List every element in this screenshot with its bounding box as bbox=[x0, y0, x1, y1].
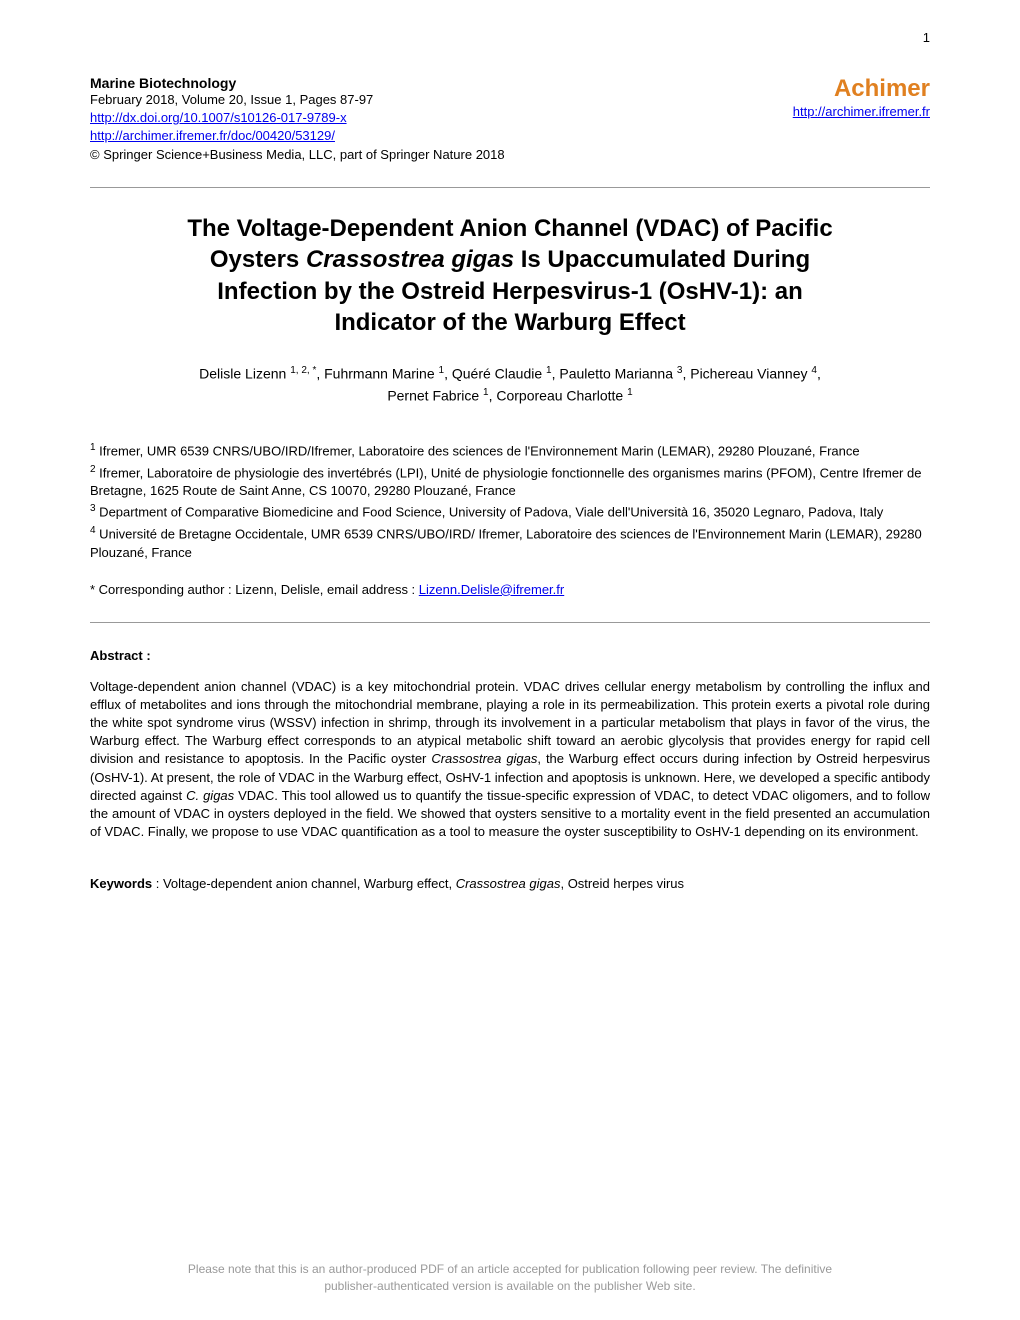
author-1f: , bbox=[817, 366, 821, 382]
author-1: Delisle Lizenn bbox=[199, 366, 290, 382]
affiliation-1: 1 Ifremer, UMR 6539 CNRS/UBO/IRD/Ifremer… bbox=[90, 441, 930, 461]
affiliation-4: 4 Université de Bretagne Occidentale, UM… bbox=[90, 524, 930, 562]
title-line4: Indicator of the Warburg Effect bbox=[334, 309, 685, 336]
title-line2-pre: Oysters bbox=[210, 246, 306, 273]
footer-line1: Please note that this is an author-produ… bbox=[188, 1262, 832, 1276]
footer-line2: publisher-authenticated version is avail… bbox=[324, 1279, 695, 1293]
journal-info: February 2018, Volume 20, Issue 1, Pages… bbox=[90, 91, 793, 109]
abstract-italic1: Crassostrea gigas bbox=[431, 751, 537, 766]
aff4-text: Université de Bretagne Occidentale, UMR … bbox=[90, 526, 922, 559]
title-line3: Infection by the Ostreid Herpesvirus-1 (… bbox=[217, 278, 802, 305]
author-1e: , Pichereau Vianney bbox=[682, 366, 811, 382]
author-1c: , Quéré Claudie bbox=[444, 366, 546, 382]
corresponding-author: * Corresponding author : Lizenn, Delisle… bbox=[90, 582, 930, 597]
keywords-label: Keywords bbox=[90, 876, 152, 891]
title-line2-post: Is Upaccumulated During bbox=[514, 246, 810, 273]
affiliation-2: 2 Ifremer, Laboratoire de physiologie de… bbox=[90, 463, 930, 501]
author-1b: , Fuhrmann Marine bbox=[316, 366, 438, 382]
abstract-text: Voltage-dependent anion channel (VDAC) i… bbox=[90, 678, 930, 842]
abstract-italic2: C. gigas bbox=[186, 788, 234, 803]
paper-title: The Voltage-Dependent Anion Channel (VDA… bbox=[90, 213, 930, 338]
keywords-section: Keywords : Voltage-dependent anion chann… bbox=[90, 876, 930, 891]
copyright: © Springer Science+Business Media, LLC, … bbox=[90, 147, 793, 162]
affiliations: 1 Ifremer, UMR 6539 CNRS/UBO/IRD/Ifremer… bbox=[90, 441, 930, 561]
journal-name: Marine Biotechnology bbox=[90, 75, 793, 91]
footer-note: Please note that this is an author-produ… bbox=[0, 1261, 1020, 1295]
archimer-link[interactable]: http://archimer.ifremer.fr bbox=[793, 104, 930, 119]
aff3-text: Department of Comparative Biomedicine an… bbox=[96, 505, 884, 520]
archimer-doc-link[interactable]: http://archimer.ifremer.fr/doc/00420/531… bbox=[90, 128, 335, 143]
keywords-pre: : Voltage-dependent anion channel, Warbu… bbox=[152, 876, 456, 891]
title-line1: The Voltage-Dependent Anion Channel (VDA… bbox=[187, 215, 832, 242]
author-7-sup: 1 bbox=[627, 387, 633, 398]
page-number: 1 bbox=[90, 30, 930, 45]
author-1d: , Pauletto Marianna bbox=[552, 366, 677, 382]
corresponding-text: * Corresponding author : Lizenn, Delisle… bbox=[90, 582, 419, 597]
title-line2-italic: Crassostrea gigas bbox=[306, 246, 514, 273]
authors: Delisle Lizenn 1, 2, *, Fuhrmann Marine … bbox=[90, 363, 930, 406]
archimer-title: Achimer bbox=[793, 75, 930, 103]
corresponding-email[interactable]: Lizenn.Delisle@ifremer.fr bbox=[419, 582, 564, 597]
header-right: Achimer http://archimer.ifremer.fr bbox=[793, 75, 930, 121]
divider-top bbox=[90, 187, 930, 188]
author-2: Pernet Fabrice bbox=[387, 387, 483, 403]
author-2b: , Corporeau Charlotte bbox=[489, 387, 628, 403]
divider-mid bbox=[90, 622, 930, 623]
author-1-sup: 1, 2, * bbox=[290, 365, 316, 376]
keywords-post: , Ostreid herpes virus bbox=[560, 876, 684, 891]
header-section: Marine Biotechnology February 2018, Volu… bbox=[90, 75, 930, 162]
abstract-label: Abstract : bbox=[90, 648, 930, 663]
aff1-text: Ifremer, UMR 6539 CNRS/UBO/IRD/Ifremer, … bbox=[96, 444, 860, 459]
aff2-text: Ifremer, Laboratoire de physiologie des … bbox=[90, 465, 921, 498]
doi-link[interactable]: http://dx.doi.org/10.1007/s10126-017-978… bbox=[90, 110, 347, 125]
affiliation-3: 3 Department of Comparative Biomedicine … bbox=[90, 502, 930, 522]
header-left: Marine Biotechnology February 2018, Volu… bbox=[90, 75, 793, 162]
keywords-italic: Crassostrea gigas bbox=[456, 876, 561, 891]
